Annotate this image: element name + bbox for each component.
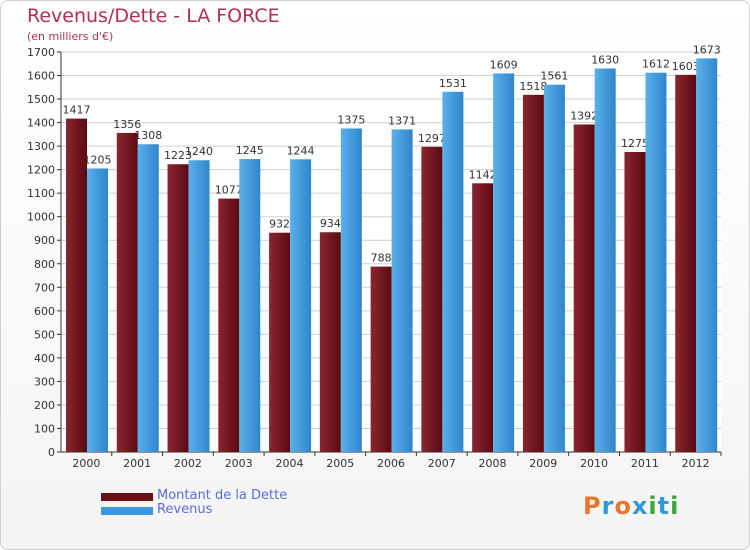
y-tick-label: 800	[34, 258, 55, 271]
bar-revenus	[645, 72, 667, 453]
bar-revenus-label: 1375	[337, 113, 365, 126]
bar-dette-label: 1297	[418, 132, 446, 145]
x-tick-label: 2012	[682, 457, 710, 470]
bar-dette-label: 1417	[63, 104, 91, 117]
logo-letter: r	[601, 492, 615, 520]
bar-revenus	[493, 73, 515, 452]
logo-letter: i	[648, 492, 658, 520]
bar-dette	[675, 74, 697, 452]
bar-dette-label: 788	[371, 252, 392, 265]
y-tick-label: 200	[34, 399, 55, 412]
x-tick-label: 2008	[479, 457, 507, 470]
bar-dette-label: 1356	[113, 118, 141, 131]
x-tick-label: 2006	[377, 457, 405, 470]
bar-revenus-label: 1561	[540, 70, 568, 83]
legend-label-dette: Montant de la Dette	[157, 488, 288, 503]
legend-swatch-revenus	[101, 507, 153, 515]
bar-revenus-label: 1673	[693, 43, 721, 56]
bar-dette	[269, 232, 291, 452]
bar-dette	[66, 118, 87, 453]
bar-dette-label: 932	[269, 218, 290, 231]
chart-subtitle: (en milliers d'€)	[27, 30, 114, 43]
bar-dette-label: 1142	[469, 168, 497, 181]
bar-dette	[319, 232, 341, 452]
x-tick-label: 2004	[275, 457, 303, 470]
bar-dette	[116, 132, 138, 453]
bar-revenus-label: 1630	[591, 53, 619, 66]
y-tick-label: 700	[34, 281, 55, 294]
x-tick-label: 2010	[580, 457, 608, 470]
y-tick-label: 300	[34, 375, 55, 388]
bar-revenus-label: 1245	[236, 144, 264, 157]
y-tick-label: 1000	[27, 211, 55, 224]
bar-revenus-label: 1240	[185, 145, 213, 158]
bar-revenus	[442, 91, 464, 452]
y-tick-label: 400	[34, 352, 55, 365]
x-tick-label: 2000	[72, 457, 100, 470]
bar-revenus-label: 1531	[439, 77, 467, 90]
bar-dette-label: 1518	[519, 80, 547, 93]
y-tick-label: 1200	[27, 164, 55, 177]
bar-dette	[472, 183, 494, 452]
y-tick-label: 1100	[27, 187, 55, 200]
y-tick-label: 1500	[27, 93, 55, 106]
bar-dette-label: 1603	[672, 60, 700, 73]
chart-title: Revenus/Dette - LA FORCE	[27, 5, 280, 27]
x-tick-label: 2011	[631, 457, 659, 470]
x-tick-label: 2003	[225, 457, 253, 470]
bar-dette	[370, 266, 392, 452]
x-tick-label: 2005	[326, 457, 354, 470]
x-tick-label: 2002	[174, 457, 202, 470]
legend-label-revenus: Revenus	[157, 502, 213, 517]
bar-revenus	[340, 128, 362, 452]
bar-revenus	[239, 159, 261, 452]
bar-dette	[218, 198, 240, 452]
bar-revenus	[137, 144, 159, 452]
bar-dette	[522, 94, 544, 452]
y-tick-label: 100	[34, 422, 55, 435]
bar-revenus	[391, 129, 413, 453]
logo-letter: t	[657, 492, 671, 520]
bar-dette	[573, 124, 595, 453]
bar-dette-label: 1275	[621, 137, 649, 150]
y-tick-label: 600	[34, 305, 55, 318]
x-tick-label: 2007	[428, 457, 456, 470]
y-tick-label: 900	[34, 234, 55, 247]
bar-revenus-label: 1308	[134, 129, 162, 142]
x-tick-label: 2001	[123, 457, 151, 470]
y-tick-label: 1600	[27, 70, 55, 83]
bar-revenus	[188, 160, 210, 452]
bar-dette	[624, 152, 646, 452]
bar-revenus	[594, 68, 616, 453]
legend-swatch-dette	[101, 493, 153, 501]
x-tick-label: 2009	[529, 457, 557, 470]
proxiti-logo: Proxiti	[583, 492, 679, 520]
bar-revenus-label: 1371	[388, 114, 416, 127]
y-tick-label: 1300	[27, 140, 55, 153]
logo-letter: P	[583, 492, 602, 520]
bar-dette-label: 1077	[215, 184, 243, 197]
y-tick-label: 1700	[27, 46, 55, 59]
bar-revenus-label: 1205	[84, 153, 112, 166]
bar-revenus-label: 1244	[287, 144, 315, 157]
bar-dette-label: 1223	[164, 149, 192, 162]
bar-revenus	[87, 168, 108, 452]
bar-revenus-label: 1609	[490, 58, 518, 71]
y-tick-label: 0	[48, 446, 55, 459]
bar-dette-label: 934	[320, 217, 341, 230]
bar-revenus	[543, 84, 565, 453]
bar-revenus	[290, 159, 312, 452]
y-tick-label: 1400	[27, 117, 55, 130]
bar-dette	[167, 164, 189, 452]
y-tick-label: 500	[34, 328, 55, 341]
bar-revenus-label: 1612	[642, 58, 670, 71]
bar-dette-label: 1392	[570, 109, 598, 122]
bar-dette	[421, 146, 443, 452]
bar-revenus	[696, 58, 718, 453]
logo-letter: o	[614, 492, 632, 520]
logo-letter: i	[670, 492, 680, 520]
logo-letter: x	[631, 492, 649, 520]
